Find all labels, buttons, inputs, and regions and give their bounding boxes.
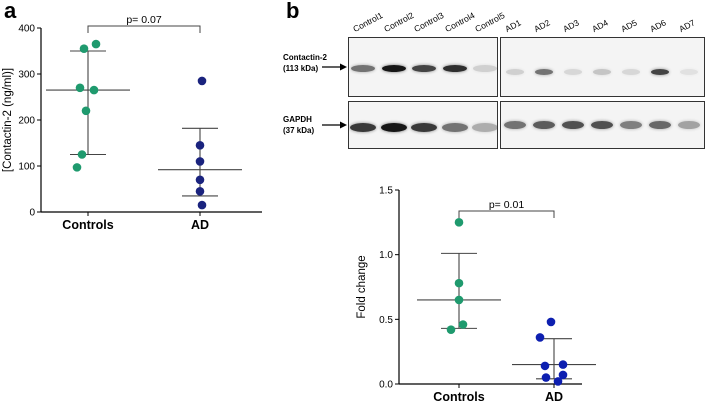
contactin-band [564,69,582,75]
data-point [197,76,207,86]
blot-contactin-controls [348,37,498,97]
gapdh-band [441,122,468,132]
gapdh-band [678,121,700,129]
data-point [91,39,101,49]
x-category-label: Controls [62,218,113,232]
y-tick-label: 100 [18,162,35,173]
data-point [454,295,464,305]
data-point [81,106,91,116]
data-point [79,44,89,53]
data-point [197,200,207,210]
contactin-band [351,64,375,72]
gapdh-band [472,122,497,132]
data-point [77,150,87,159]
data-point [454,278,464,288]
gapdh-band [380,122,407,132]
contactin-band [473,64,497,72]
chart-a-contactin-concentration: 0 100 200 300 400 [Contactin-2 (ng/ml)] Contro… [2,14,262,232]
gapdh-band [562,121,584,129]
data-point [72,163,82,172]
y-tick-label: 1.0 [379,250,393,261]
x-category-label: Controls [433,390,484,404]
data-point [454,218,464,227]
data-point [553,377,563,386]
y-axis-label: Fold change [356,255,368,318]
gapdh-band [649,121,671,129]
data-point [541,373,551,382]
y-tick-label: 400 [18,24,35,35]
data-point [540,361,550,371]
data-point [535,333,545,342]
gapdh-band [620,121,642,129]
blot-row2-name: GAPDH [283,115,312,124]
blot-row1-arrowhead [340,63,347,71]
blot-gapdh-ad [500,101,705,149]
data-point [75,83,85,93]
y-tick-label: 300 [18,70,35,81]
blot-arrows [322,63,347,129]
blot-row1-kda: (113 kDa) [283,64,319,73]
data-point [446,325,456,334]
data-point [89,85,99,95]
gapdh-band [411,122,437,132]
contactin-band [506,69,524,75]
contactin-band [680,69,698,75]
blot-row2-label: GAPDH (37 kDa) [283,114,314,136]
blot-contactin-ad [500,37,705,97]
y-tick-label: 1.5 [379,186,393,197]
contactin-band [381,64,406,72]
data-point [558,370,568,380]
gapdh-band [533,121,555,129]
contactin-band [593,69,611,75]
y-axis-label: [Contactin-2 (ng/ml)] [2,68,14,172]
p-value-label: p= 0.07 [126,14,161,26]
data-point [546,317,556,327]
contactin-band [622,69,640,75]
data-point [195,157,205,166]
chart-b-fold-change: 0.0 0.5 1.0 1.5 Fold change Controls AD p= 0.01 [356,186,596,404]
contactin-band [412,64,436,72]
y-tick-label: 200 [18,116,35,127]
significance-bracket [458,210,555,218]
contactin-band [442,64,467,72]
y-tick-label: 0.5 [379,315,393,326]
significance-bracket [87,25,201,33]
blot-row1-label: Contactin-2 (113 kDa) [283,52,327,74]
blot-row1-name: Contactin-2 [283,53,327,62]
blot-gapdh-controls [348,101,498,149]
data-point [195,141,205,150]
panel-b-letter: b [286,0,300,23]
x-category-label: AD [191,218,209,232]
gapdh-band [504,121,526,129]
contactin-band [651,69,669,75]
data-point [195,175,205,185]
data-point [558,360,568,369]
blot-row2-arrowhead [340,121,347,129]
panel-a-letter: a [4,0,17,23]
p-value-label: p= 0.01 [489,199,524,211]
blot-row2-kda: (37 kDa) [283,126,315,135]
gapdh-band [591,121,613,129]
data-point [195,187,205,196]
y-tick-label: 0.0 [379,380,393,391]
data-point [458,320,468,329]
y-tick-label: 0 [29,208,35,219]
gapdh-band [350,122,376,132]
x-category-label: AD [545,390,563,404]
contactin-band [535,69,553,75]
